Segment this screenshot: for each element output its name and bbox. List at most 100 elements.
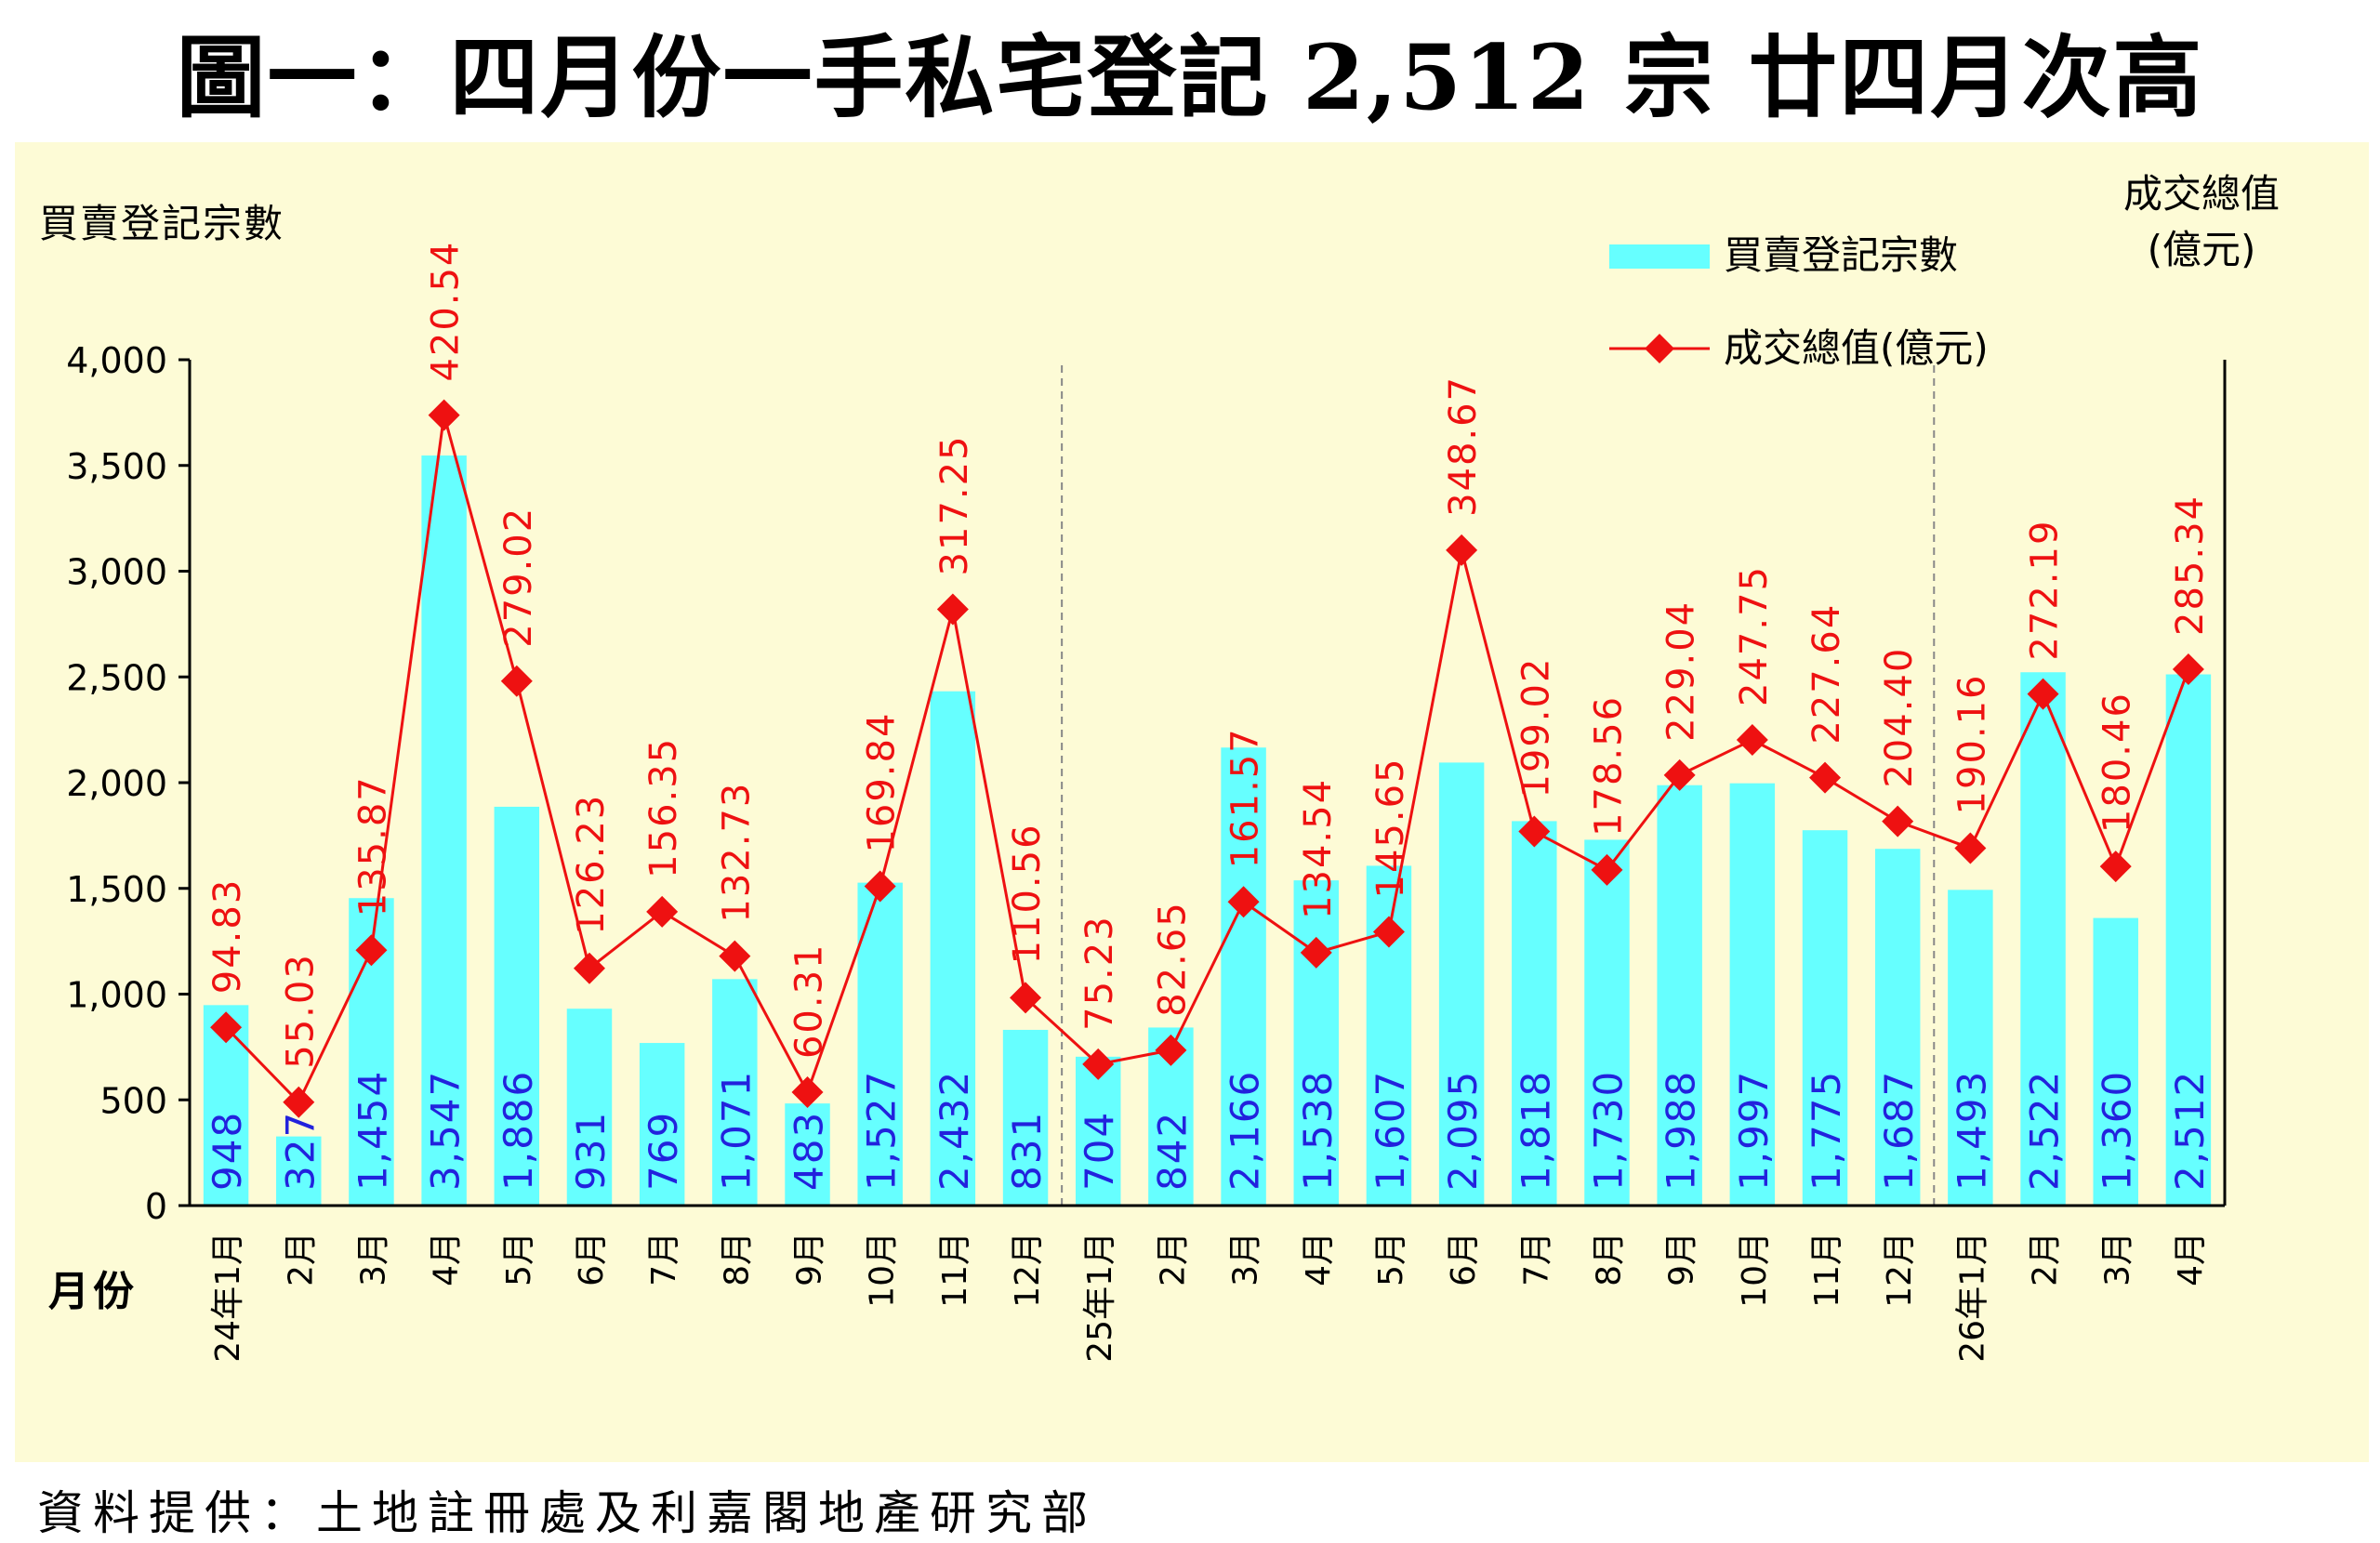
line-point <box>864 870 896 903</box>
line-point <box>936 593 969 626</box>
line-point <box>791 1076 824 1109</box>
line-value-label: 227.64 <box>1805 603 1848 745</box>
bar-value-label: 2,095 <box>1440 1070 1486 1191</box>
x-tick-label: 4月 <box>428 1232 466 1286</box>
bar <box>276 1136 322 1206</box>
line-value-label: 55.03 <box>279 953 322 1069</box>
bar <box>1293 880 1340 1206</box>
bar-value-label: 2,512 <box>2167 1070 2213 1191</box>
x-tick-label: 2月 <box>282 1232 320 1286</box>
x-tick-label: 5月 <box>500 1232 538 1286</box>
bar-value-label: 1,687 <box>1876 1070 1922 1191</box>
x-tick-label: 7月 <box>645 1232 683 1286</box>
line-point <box>2027 678 2059 710</box>
legend-bar-label: 買賣登記宗數 <box>1724 232 1958 278</box>
bar <box>1002 1029 1049 1206</box>
y-tick-label: 1,000 <box>66 975 167 1016</box>
bar <box>712 979 758 1206</box>
line-point <box>1082 1048 1115 1080</box>
x-tick-label: 3月 <box>354 1232 392 1286</box>
line-value-label: 134.54 <box>1297 778 1340 919</box>
source-note: 資料提供：土地註冊處及利嘉閣地產研究部 <box>37 1486 1097 1540</box>
legend-line-marker <box>1645 334 1674 363</box>
line-value-label: 75.23 <box>1078 915 1121 1031</box>
line-value-label: 94.83 <box>206 878 249 995</box>
bar-value-label: 1,818 <box>1513 1070 1558 1191</box>
bar-value-label: 2,166 <box>1223 1070 1268 1191</box>
x-tick-label: 12月 <box>1009 1232 1047 1308</box>
line-value-label: 247.75 <box>1733 565 1776 706</box>
bar-value-label: 1,775 <box>1804 1070 1849 1191</box>
bar-value-label: 3,547 <box>423 1070 469 1191</box>
x-tick-label: 6月 <box>573 1232 611 1286</box>
bar-value-label: 327 <box>277 1111 323 1191</box>
bar <box>494 806 540 1206</box>
bar-value-label: 704 <box>1077 1111 1122 1191</box>
bar <box>1729 783 1776 1206</box>
y-tick-label: 1,500 <box>66 869 167 910</box>
legend-line-label: 成交總值(億元) <box>1724 325 1989 371</box>
value-line <box>225 415 2190 1105</box>
bar-value-label: 842 <box>1149 1111 1195 1191</box>
bar <box>1075 1056 1121 1206</box>
line-value-label: 161.57 <box>1224 727 1267 868</box>
x-tick-label: 12月 <box>1881 1232 1919 1308</box>
bar <box>857 882 903 1206</box>
bar-value-label: 1,607 <box>1368 1070 1413 1191</box>
line-point <box>428 399 460 431</box>
line-value-label: 279.02 <box>497 507 540 648</box>
line-point <box>210 1011 243 1044</box>
bar-value-label: 1,886 <box>496 1070 541 1191</box>
line-point <box>2099 851 2132 883</box>
y-tick-label: 2,000 <box>66 763 167 804</box>
x-tick-label: 5月 <box>1372 1232 1410 1286</box>
bar-value-label: 1,360 <box>2095 1070 2140 1191</box>
line-value-label: 229.04 <box>1660 600 1703 742</box>
line-value-label: 178.56 <box>1587 695 1630 837</box>
bar <box>1657 785 1702 1206</box>
bar <box>421 455 467 1206</box>
bar-value-label: 931 <box>568 1111 614 1191</box>
x-axis-title: 月份 <box>48 1268 138 1315</box>
line-point <box>646 895 679 928</box>
line-point <box>1372 916 1405 948</box>
line-point <box>1300 936 1332 969</box>
y2-axis-title: 成交總值 <box>2123 171 2280 217</box>
x-tick-label: 26年1月 <box>1953 1232 1991 1363</box>
bar <box>1512 821 1557 1206</box>
bar <box>639 1043 685 1206</box>
x-tick-label: 10月 <box>1736 1232 1774 1308</box>
line-point <box>355 934 388 967</box>
line-value-label: 199.02 <box>1514 657 1557 798</box>
line-point <box>1155 1034 1187 1066</box>
x-tick-label: 11月 <box>1808 1232 1846 1308</box>
bar-value-label: 1,493 <box>1949 1070 1994 1191</box>
line-point <box>1518 815 1551 848</box>
bar <box>930 691 976 1206</box>
bar-value-label: 1,071 <box>713 1070 759 1191</box>
x-tick-label: 24年1月 <box>209 1232 247 1363</box>
y-tick-label: 3,000 <box>66 552 167 593</box>
bar <box>566 1009 613 1206</box>
line-value-label: 110.56 <box>1006 823 1049 964</box>
line-value-label: 420.54 <box>425 241 468 382</box>
line-value-label: 60.31 <box>788 943 831 1060</box>
bar-value-label: 1,527 <box>859 1070 905 1191</box>
line-value-label: 126.23 <box>570 794 613 935</box>
line-value-label: 82.65 <box>1151 901 1194 1017</box>
line-point <box>573 952 605 984</box>
y-tick-label: 2,500 <box>66 657 167 698</box>
line-value-label: 135.87 <box>351 775 394 917</box>
bar <box>1874 849 1921 1206</box>
x-tick-label: 10月 <box>864 1232 902 1308</box>
line-value-label: 169.84 <box>861 712 904 853</box>
line-value-label: 190.16 <box>1950 673 1993 814</box>
x-tick-label: 6月 <box>1445 1232 1483 1286</box>
line-point <box>500 665 533 697</box>
bar-value-label: 1,730 <box>1585 1070 1631 1191</box>
chart-panel: 0 500 1,000 1,500 2,000 2,500 3,000 3,500 4,000 … <box>15 142 2369 1462</box>
line-point <box>1882 805 1914 837</box>
bar <box>2020 672 2066 1206</box>
y2-axis-unit: (億元) <box>2148 227 2256 272</box>
bar <box>2165 674 2212 1206</box>
